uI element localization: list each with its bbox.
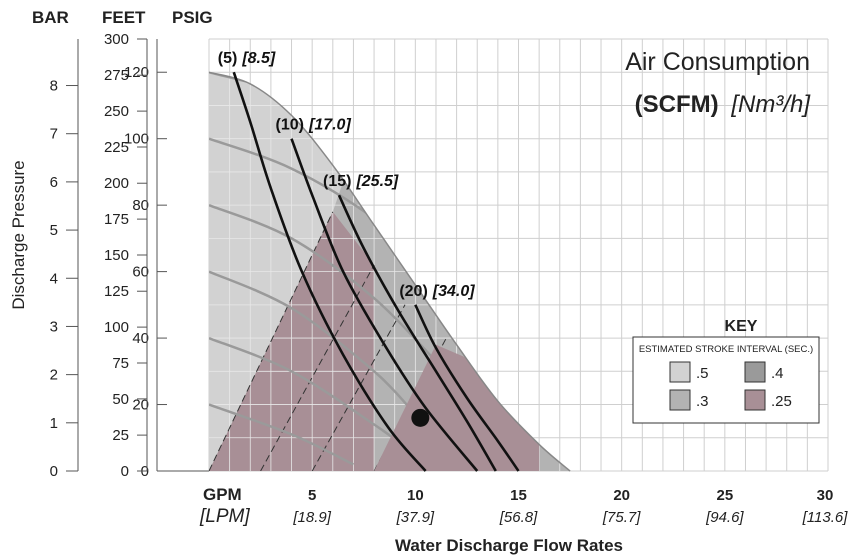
- air-curve: [232, 71, 427, 472]
- legend-swatch: [744, 361, 766, 383]
- air-curve-scfm: (10): [276, 117, 304, 134]
- x-tick-label-lpm: [18.9]: [292, 509, 331, 526]
- air-curve-scfm: (5): [218, 50, 238, 67]
- bar-tick-label: 1: [50, 415, 58, 432]
- feet-tick-label: 175: [104, 211, 129, 228]
- x-tick-label-lpm: [94.6]: [705, 509, 744, 526]
- legend-subtitle: ESTIMATED STROKE INTERVAL (SEC.): [639, 344, 813, 355]
- feet-tick-label: 125: [104, 283, 129, 300]
- bar-tick-label: 3: [50, 318, 58, 335]
- bar-axis-header: BAR: [32, 8, 69, 27]
- air-curve-label: (10) [17.0]: [276, 117, 352, 134]
- air-consumption-curves: (5) [8.5] (10) [17.0] (15) [25.5] (20) [34.0]: [218, 50, 520, 472]
- x-tick-label-gpm: 10: [407, 487, 424, 504]
- chart-title: Air Consumption: [625, 48, 810, 76]
- interval-line: [260, 264, 375, 471]
- subtitle-nm3h: [Nm³/h]: [730, 91, 811, 118]
- x-tick-label-lpm: [56.8]: [499, 509, 538, 526]
- psig-tick-label: 120: [124, 64, 149, 81]
- legend-item-label: .25: [771, 393, 792, 410]
- air-curve-nm3h: [8.5]: [241, 50, 276, 67]
- feet-tick-label: 200: [104, 175, 129, 192]
- legend-swatch: [669, 389, 691, 411]
- x-tick-label-gpm: 5: [308, 487, 316, 504]
- bar-tick-label: 5: [50, 222, 58, 239]
- air-curve-scfm: (20): [399, 283, 427, 300]
- x-tick-label-lpm: [37.9]: [396, 509, 435, 526]
- x-tick-label-lpm: [113.6]: [802, 509, 849, 526]
- x-tick-label-gpm: 20: [613, 487, 630, 504]
- subtitle-scfm: (SCFM): [635, 91, 719, 118]
- feet-axis-header: FEET: [102, 8, 146, 27]
- bar-tick-label: 8: [50, 78, 58, 95]
- legend-swatch: [744, 389, 766, 411]
- x-tick-label-gpm: 30: [817, 487, 834, 504]
- feet-tick-label: 100: [104, 319, 129, 336]
- x-unit-lpm: [LPM]: [199, 506, 250, 527]
- pressure-curve: [209, 403, 354, 466]
- legend-title: KEY: [725, 318, 758, 335]
- legend-item-label: .3: [696, 393, 709, 410]
- feet-tick-label: 250: [104, 103, 129, 120]
- psig-tick-label: 80: [132, 197, 149, 214]
- feet-tick-label: 0: [121, 463, 129, 480]
- pressure-curve: [209, 204, 437, 363]
- psig-tick-label: 20: [132, 397, 149, 414]
- psig-tick-label: 40: [132, 330, 149, 347]
- bar-tick-label: 4: [50, 270, 58, 287]
- air-curve-label: (5) [8.5]: [218, 50, 276, 67]
- air-curve: [337, 194, 497, 472]
- feet-tick-label: 50: [112, 391, 129, 408]
- x-tick-label-gpm: 15: [510, 487, 527, 504]
- bar-tick-label: 2: [50, 367, 58, 384]
- envelope-outline: [208, 71, 571, 472]
- feet-tick-label: 225: [104, 139, 129, 156]
- legend: KEY ESTIMATED STROKE INTERVAL (SEC.) .5 .4.…: [632, 318, 820, 424]
- bar-tick-label: 7: [50, 126, 58, 143]
- x-tick-label-gpm: 25: [716, 487, 733, 504]
- feet-tick-label: 75: [112, 355, 129, 372]
- interval-line: [209, 211, 334, 471]
- x-unit-gpm: GPM: [203, 485, 242, 504]
- y-axis-label: Discharge Pressure: [9, 160, 28, 309]
- air-curve-nm3h: [34.0]: [432, 283, 475, 300]
- feet-tick-label: 25: [112, 427, 129, 444]
- legend-item-label: .4: [771, 365, 784, 382]
- legend-swatch: [669, 361, 691, 383]
- bar-tick-label: 0: [50, 463, 58, 480]
- feet-tick-label: 300: [104, 31, 129, 48]
- legend-box: [632, 336, 820, 424]
- operating-point-marker: [411, 408, 430, 427]
- chart-subtitle: (SCFM) [Nm³/h]: [635, 91, 812, 118]
- air-curve-scfm: (15): [323, 173, 351, 190]
- interval-line: [311, 304, 406, 471]
- air-curve-nm3h: [25.5]: [355, 173, 398, 190]
- pressure-curve: [209, 270, 417, 416]
- feet-tick-label: 150: [104, 247, 129, 264]
- air-curve-label: (20) [34.0]: [399, 283, 475, 300]
- legend-item-label: .5: [696, 365, 709, 382]
- psig-axis-header: PSIG: [172, 8, 213, 27]
- feet-tick-label: 275: [104, 67, 129, 84]
- air-curve: [290, 138, 479, 472]
- psig-tick-label: 60: [132, 264, 149, 281]
- air-curve-label: (15) [25.5]: [323, 173, 399, 190]
- x-axis-label: Water Discharge Flow Rates: [395, 536, 623, 555]
- x-tick-label-lpm: [75.7]: [602, 509, 641, 526]
- air-curve-nm3h: [17.0]: [308, 117, 351, 134]
- air-curve: [414, 304, 520, 472]
- axes: 0204060801001200255075100125150175200225…: [50, 31, 849, 526]
- bar-tick-label: 6: [50, 174, 58, 191]
- psig-tick-label: 100: [124, 131, 149, 148]
